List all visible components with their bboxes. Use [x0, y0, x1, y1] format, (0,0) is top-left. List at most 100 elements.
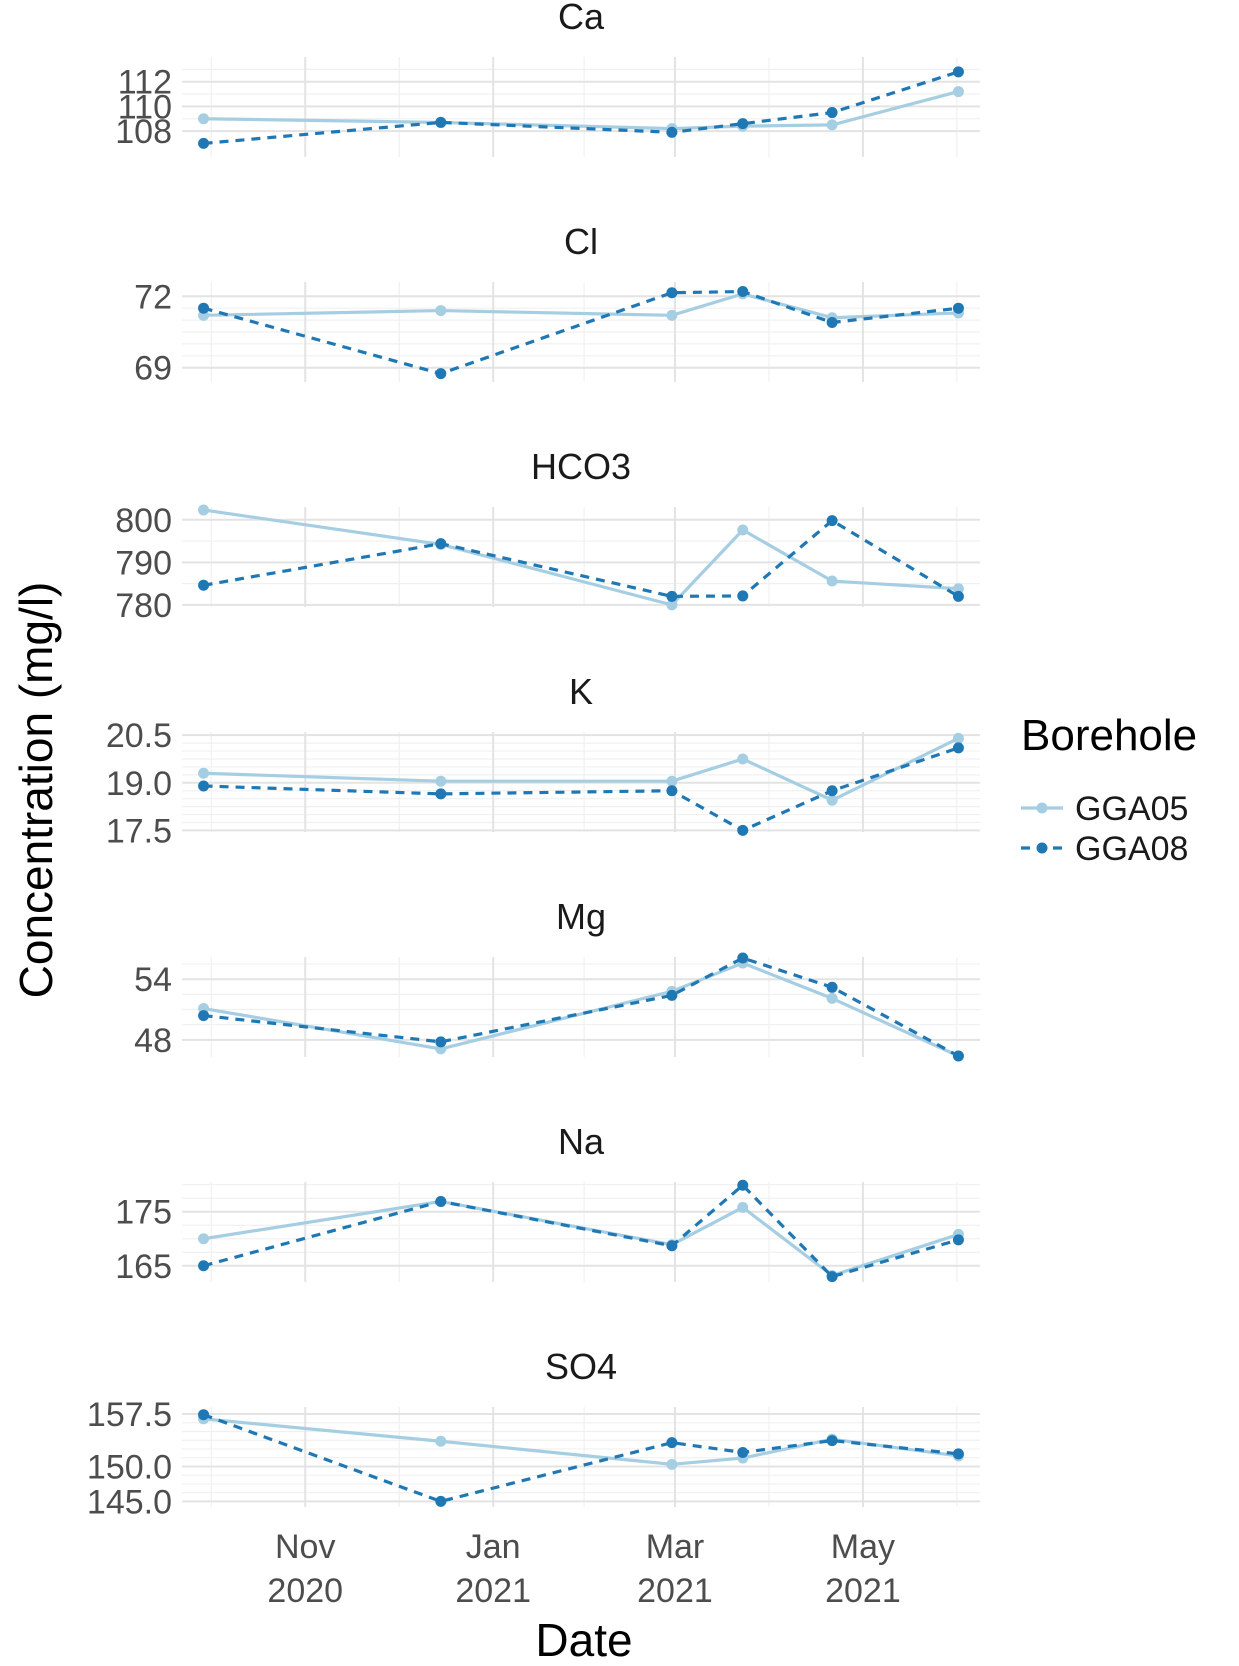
x-tick-label: 2021: [825, 1572, 901, 1610]
data-point: [826, 981, 838, 993]
x-tick-label: 2020: [267, 1572, 343, 1610]
series-line: [203, 70, 959, 146]
y-tick-label: 112: [118, 64, 172, 102]
data-point: [826, 794, 838, 806]
data-point: [952, 732, 964, 744]
x-axis-title: Date: [535, 1614, 632, 1666]
y-tick-label: 17.5: [106, 812, 172, 850]
x-tick-label: 2021: [455, 1572, 531, 1610]
data-point: [737, 1179, 749, 1191]
data-point: [198, 1233, 210, 1245]
x-tick-label: Jan: [466, 1528, 521, 1566]
data-point: [666, 287, 678, 299]
panel-title: SO4: [545, 1346, 617, 1387]
data-point: [435, 1495, 447, 1507]
data-point: [952, 742, 964, 754]
data-point: [826, 992, 838, 1004]
panel-title: HCO3: [531, 446, 631, 487]
data-point: [666, 1437, 678, 1449]
data-point: [826, 1435, 838, 1447]
data-point: [737, 118, 749, 130]
series-gga08: [198, 1179, 964, 1283]
data-point: [952, 66, 964, 78]
data-point: [952, 86, 964, 98]
data-point: [666, 599, 678, 611]
y-tick-label: 157.5: [87, 1396, 172, 1434]
x-axis: Nov 2020 Jan 2021 Mar 2021 May 2021: [267, 1528, 900, 1610]
x-tick-label: 2021: [637, 1572, 713, 1610]
series-gga08: [198, 1409, 964, 1507]
y-tick-label: 108: [115, 113, 172, 151]
panel-na: Na 165 175: [115, 1121, 980, 1286]
legend-entry-gga08: GGA08: [1021, 830, 1188, 868]
data-point: [826, 119, 838, 131]
y-tick-label: 150.0: [87, 1448, 172, 1486]
y-tick-label: 175: [115, 1194, 172, 1232]
series-line: [203, 1183, 959, 1279]
data-point: [737, 824, 749, 836]
series-gga05: [198, 86, 964, 135]
data-point: [952, 302, 964, 314]
series-line: [203, 746, 959, 833]
data-point: [198, 1260, 210, 1272]
x-tick-label: Mar: [646, 1528, 705, 1566]
data-point: [826, 785, 838, 797]
x-tick-label: Nov: [275, 1528, 335, 1566]
data-point: [435, 116, 447, 128]
y-tick-label: 48: [134, 1022, 172, 1060]
series-gga05: [198, 288, 964, 324]
panel-title: Ca: [558, 0, 605, 37]
panel-mg: Mg 48 54: [134, 896, 980, 1062]
data-point: [826, 316, 838, 328]
series-gga05: [198, 732, 964, 806]
y-tick-label: 19.0: [106, 765, 172, 803]
panel-title: K: [569, 671, 593, 712]
series-line: [203, 956, 960, 1058]
legend-key-point: [1036, 842, 1048, 854]
data-point: [952, 1234, 964, 1246]
y-tick-label: 72: [134, 278, 172, 316]
data-point: [737, 952, 749, 964]
data-point: [826, 515, 838, 527]
data-point: [666, 989, 678, 1001]
series-line: [203, 519, 960, 598]
data-point: [666, 590, 678, 602]
data-point: [198, 504, 210, 516]
data-point: [666, 309, 678, 321]
data-point: [826, 1271, 838, 1283]
data-point: [435, 305, 447, 317]
data-point: [737, 753, 749, 765]
legend-title: Borehole: [1021, 711, 1197, 760]
data-point: [666, 1458, 678, 1470]
data-point: [198, 137, 210, 149]
data-point: [952, 583, 964, 595]
data-point: [952, 590, 964, 602]
panel-title: Mg: [556, 896, 606, 937]
data-point: [435, 788, 447, 800]
y-tick-label: 20.5: [106, 717, 172, 755]
data-point: [198, 780, 210, 792]
data-point: [826, 575, 838, 587]
data-point: [435, 1036, 447, 1048]
panel-k: K 17.5 19.0 20.5: [106, 671, 980, 850]
y-tick-label: 110: [118, 88, 172, 126]
y-axis-title: Concentration (mg/l): [10, 582, 62, 999]
data-point: [435, 775, 447, 787]
series-gga05: [198, 1413, 964, 1470]
legend-label: GGA05: [1075, 790, 1188, 828]
legend-key-point: [1036, 802, 1048, 814]
panel-hco3: HCO3 780 790 800: [115, 446, 980, 625]
y-tick-label: 780: [115, 587, 172, 625]
y-tick-label: 800: [115, 502, 172, 540]
data-point: [198, 302, 210, 314]
series-line: [203, 1413, 959, 1504]
data-point: [952, 1050, 964, 1062]
data-point: [826, 107, 838, 119]
data-point: [198, 113, 210, 125]
series-line: [203, 289, 959, 376]
